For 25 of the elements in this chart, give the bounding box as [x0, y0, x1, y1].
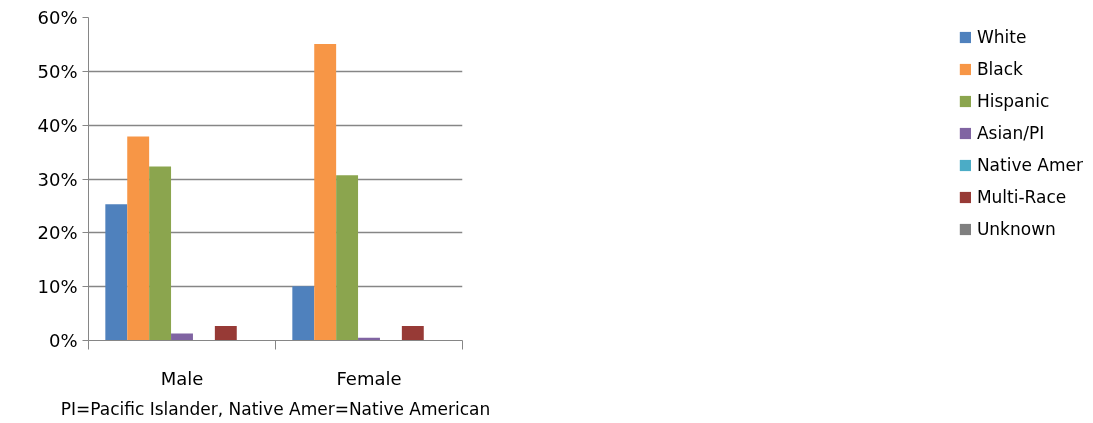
bar: [401, 325, 424, 341]
text: PI=Pacific Islander, Native Amer=Native American: [60, 398, 491, 419]
legend-label: Hispanic: [976, 91, 1050, 111]
legend-label: Native Amer: [976, 155, 1083, 175]
legend-label: Asian/PI: [976, 123, 1045, 143]
y-tick-label: 30%: [37, 168, 78, 190]
bar: [214, 325, 237, 341]
y-tick-label: 10%: [37, 276, 78, 298]
y-tick-label: 60%: [37, 7, 78, 28]
x-tick-label: Female: [336, 367, 402, 389]
bar: [105, 204, 128, 341]
x-tick-label: Male: [160, 367, 204, 389]
bar: [149, 166, 172, 341]
y-tick-label: 20%: [37, 222, 78, 244]
legend-label: Multi-Race: [976, 187, 1067, 207]
bar: [314, 43, 337, 341]
legend-label: Unknown: [976, 219, 1056, 239]
legend-label: Black: [976, 59, 1023, 79]
y-tick-label: 0%: [48, 330, 78, 351]
y-tick-label: 40%: [37, 114, 78, 136]
bar: [127, 136, 150, 341]
bar: [336, 175, 359, 341]
legend-label: White: [976, 27, 1027, 47]
bar: [292, 286, 315, 341]
y-tick-label: 50%: [37, 60, 78, 82]
